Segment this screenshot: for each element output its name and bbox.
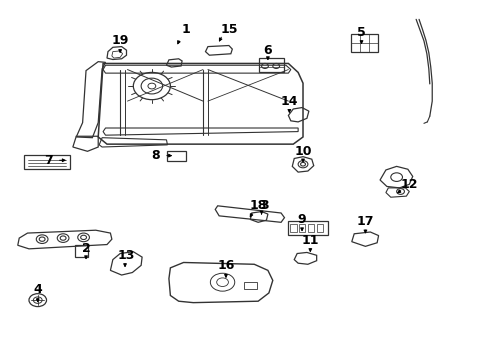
Bar	[167, 150, 185, 161]
Text: 16: 16	[217, 259, 234, 272]
Text: 2: 2	[81, 242, 90, 255]
Text: 15: 15	[220, 23, 237, 36]
Bar	[299, 225, 305, 232]
Text: 12: 12	[400, 178, 417, 191]
Text: 17: 17	[356, 215, 373, 228]
Text: 5: 5	[356, 27, 365, 40]
Text: 18: 18	[249, 199, 266, 212]
Text: 6: 6	[263, 44, 272, 57]
Bar	[350, 35, 377, 51]
Text: 19: 19	[111, 34, 128, 48]
Text: 8: 8	[151, 149, 160, 162]
Text: 10: 10	[294, 145, 311, 158]
Text: 14: 14	[280, 95, 298, 108]
Bar	[259, 58, 284, 72]
Bar	[24, 155, 70, 169]
Bar	[307, 225, 314, 232]
Bar	[290, 225, 296, 232]
Text: 3: 3	[259, 199, 268, 212]
Text: 7: 7	[44, 154, 53, 167]
Bar	[316, 225, 323, 232]
Text: 4: 4	[33, 283, 42, 296]
Text: 13: 13	[118, 249, 135, 262]
Text: 9: 9	[297, 213, 305, 226]
Text: 1: 1	[181, 23, 190, 36]
Text: 11: 11	[301, 234, 319, 247]
Bar	[75, 244, 88, 257]
Bar	[288, 221, 328, 234]
Bar	[243, 282, 257, 289]
